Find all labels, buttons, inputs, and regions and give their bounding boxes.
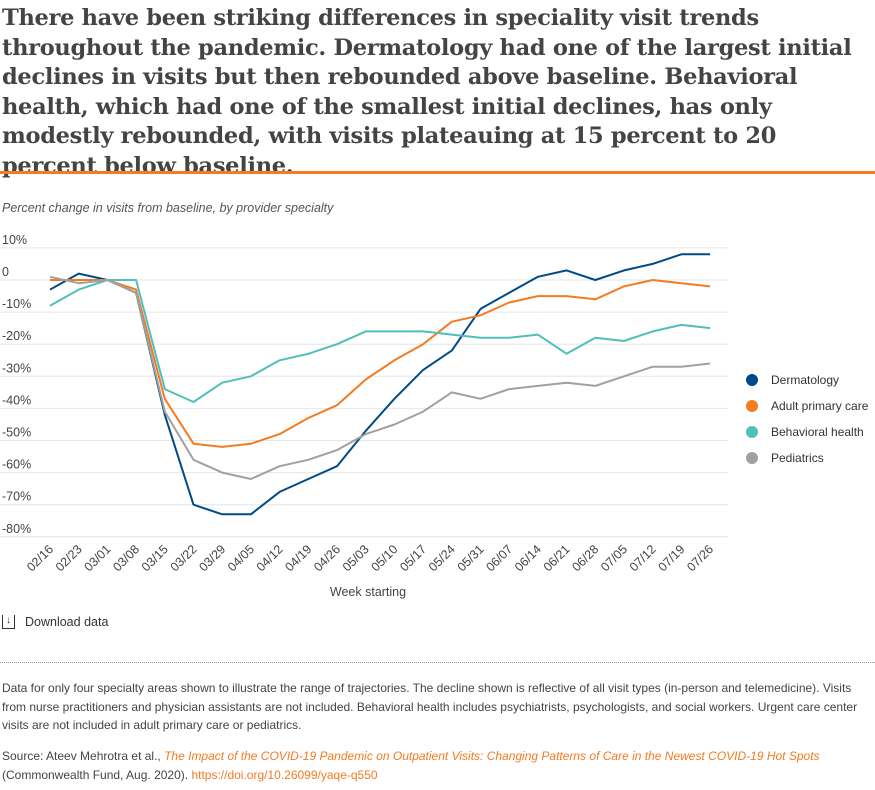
x-tick-label: 06/21 (541, 542, 573, 574)
y-tick-label: -10% (2, 297, 31, 311)
series-line-behavioral-health (49, 279, 711, 403)
x-tick-label: 07/05 (598, 542, 630, 574)
series-line-pediatrics (49, 275, 711, 480)
doi-link[interactable]: https://doi.org/10.26099/yaqe-q550 (191, 767, 378, 782)
series-line-adult-primary-care (50, 279, 711, 448)
x-tick-label: 05/24 (426, 542, 458, 574)
download-data-button[interactable]: ↓ Download data (2, 615, 108, 629)
y-tick-label: -20% (2, 329, 31, 343)
legend-swatch (746, 374, 758, 386)
source-prefix: Source: Ateev Mehrotra et al., (2, 749, 165, 763)
y-tick-label: 10% (2, 233, 27, 247)
x-tick-label: 07/19 (656, 542, 688, 574)
y-tick-label: -30% (2, 361, 31, 375)
x-tick-label: 04/05 (225, 542, 257, 574)
y-tick-label: 0 (2, 265, 9, 279)
legend-label: Dermatology (771, 373, 839, 387)
legend: Dermatology Adult primary care Behavioral … (746, 373, 869, 465)
x-tick-label: 03/29 (196, 542, 228, 574)
y-tick-label: -70% (2, 490, 31, 504)
x-tick-label: 06/28 (569, 542, 601, 574)
accent-rule (0, 171, 875, 174)
x-tick-label: 04/26 (311, 542, 343, 574)
y-tick-label: -40% (2, 393, 31, 407)
y-tick-label: -50% (2, 426, 31, 440)
x-tick-label: 02/23 (53, 542, 85, 574)
x-axis-ticks: 02/1602/2303/0103/0803/1503/2203/2904/05… (24, 542, 716, 574)
x-tick-label: 05/17 (397, 542, 429, 574)
x-axis-label: Week starting (330, 585, 406, 599)
download-icon: ↓ (2, 615, 15, 629)
legend-label: Adult primary care (771, 399, 869, 413)
x-tick-label: 04/19 (282, 542, 314, 574)
y-tick-label: -60% (2, 458, 31, 472)
download-label: Download data (25, 615, 109, 629)
divider (0, 662, 875, 663)
x-tick-label: 02/16 (24, 542, 56, 574)
x-tick-label: 06/14 (512, 542, 544, 574)
legend-swatch (746, 400, 758, 412)
source-citation: Source: Ateev Mehrotra et al., The Impac… (2, 747, 872, 784)
x-tick-label: 05/10 (369, 542, 401, 574)
x-tick-label: 05/03 (340, 542, 372, 574)
line-chart: 10% 0 -10% -20% -30% -40% -50% -60% -70% -80% 02/… (0, 233, 869, 599)
chart-notes: Data for only four specialty areas shown… (2, 681, 858, 732)
gridlines (0, 247, 728, 538)
legend-label: Behavioral health (771, 425, 864, 439)
x-tick-label: 03/15 (139, 542, 171, 574)
x-tick-label: 03/08 (110, 542, 142, 574)
x-tick-label: 03/01 (82, 542, 114, 574)
x-tick-label: 03/22 (168, 542, 200, 574)
chart-subtitle: Percent change in visits from baseline, … (2, 201, 334, 215)
legend-swatch (746, 452, 758, 464)
y-tick-label: -80% (2, 522, 31, 536)
legend-label: Pediatrics (771, 451, 824, 465)
x-tick-label: 04/12 (254, 542, 286, 574)
source-title-link[interactable]: The Impact of the COVID-19 Pandemic on O… (164, 749, 820, 763)
y-axis-ticks: 10% 0 -10% -20% -30% -40% -50% -60% -70% -80% (2, 233, 31, 536)
headline: There have been striking differences in … (2, 5, 852, 179)
x-tick-label: 07/12 (627, 542, 659, 574)
x-tick-label: 07/26 (684, 542, 716, 574)
legend-swatch (746, 426, 758, 438)
series-lines (49, 253, 711, 516)
x-tick-label: 05/31 (455, 542, 487, 574)
x-tick-label: 06/07 (483, 542, 515, 574)
source-suffix: (Commonwealth Fund, Aug. 2020). (2, 767, 192, 782)
